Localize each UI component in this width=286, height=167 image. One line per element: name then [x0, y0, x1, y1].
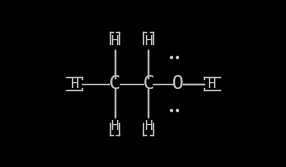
Text: H: H: [144, 34, 152, 48]
Text: H: H: [110, 119, 119, 133]
Text: C: C: [109, 74, 120, 93]
Text: H: H: [144, 119, 152, 133]
Text: H: H: [70, 76, 78, 91]
Text: C: C: [142, 74, 154, 93]
Text: H: H: [110, 34, 119, 48]
Text: H: H: [208, 76, 216, 91]
Text: O: O: [172, 74, 184, 93]
